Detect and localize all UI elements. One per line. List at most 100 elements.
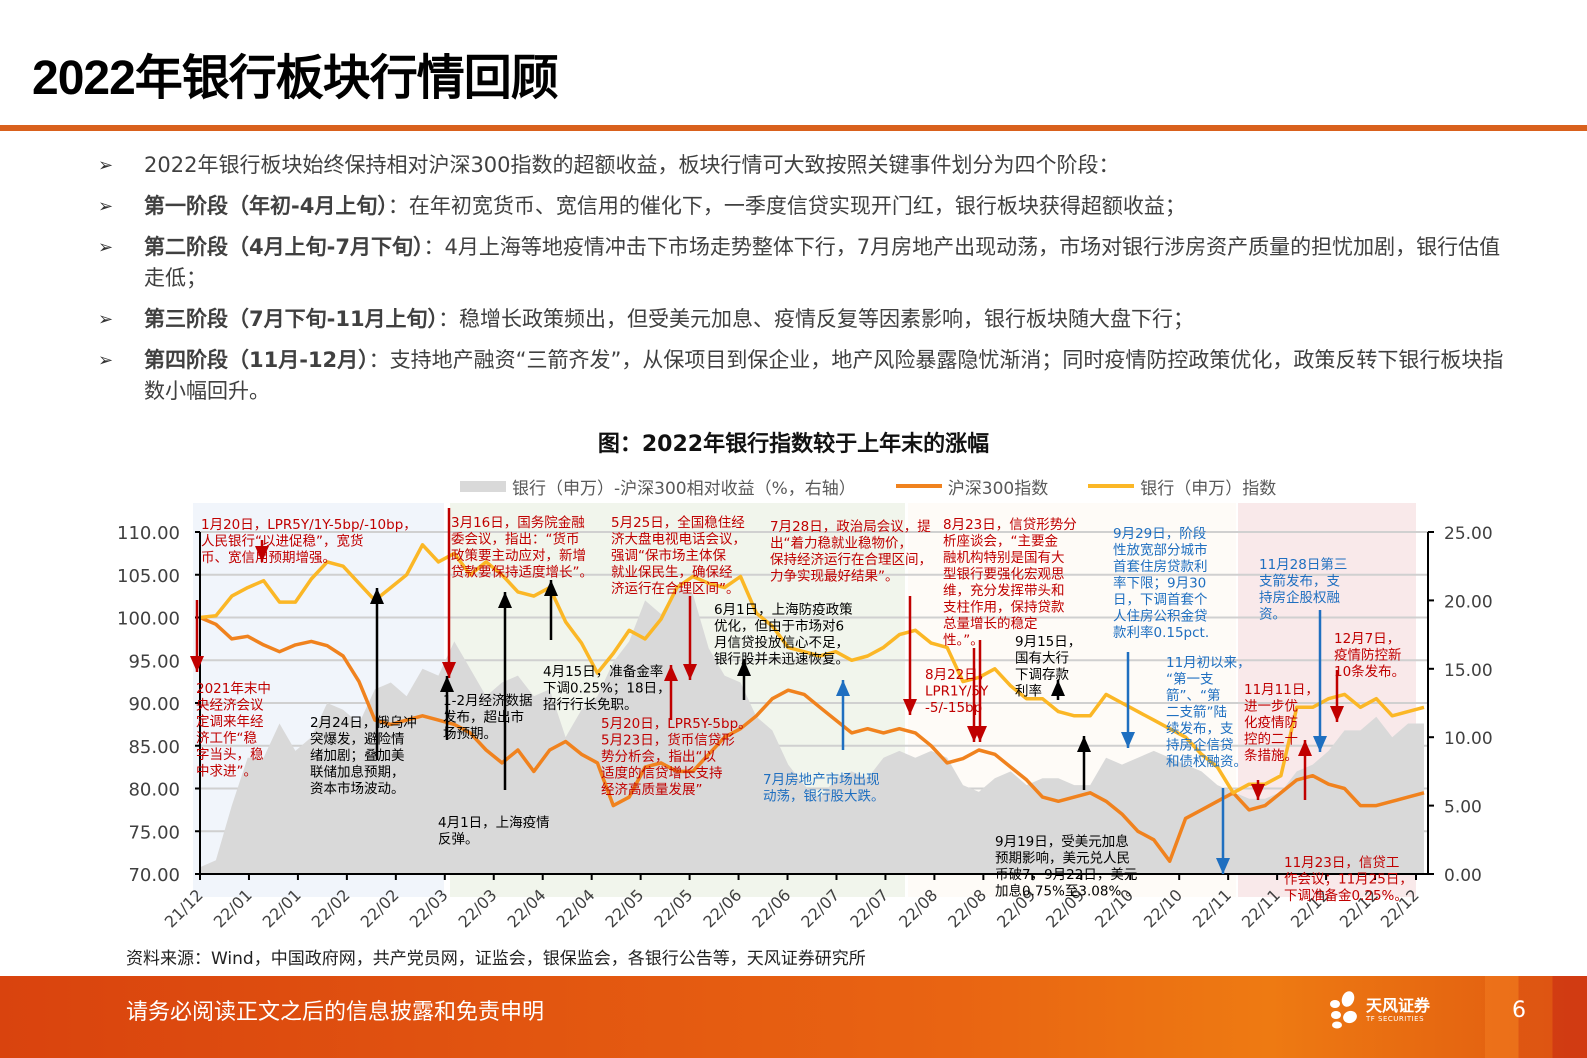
- y-left-tick-label: 90.00: [128, 694, 180, 715]
- svg-text:“第一支: “第一支: [1166, 671, 1214, 688]
- arrow-bullet-icon: ➢: [98, 155, 114, 176]
- svg-text:人民银行“以进促稳”，宽货: 人民银行“以进促稳”，宽货: [201, 533, 364, 550]
- svg-text:8月23日，信贷形势分: 8月23日，信贷形势分: [943, 517, 1077, 533]
- svg-text:4月1日，上海疫情: 4月1日，上海疫情: [438, 815, 550, 831]
- event-arrow-icon: [1298, 740, 1312, 756]
- svg-text:12月7日，: 12月7日，: [1334, 631, 1400, 647]
- svg-text:4月15日，准备金率: 4月15日，准备金率: [543, 663, 663, 680]
- svg-text:-5/-15bp: -5/-15bp: [925, 700, 982, 716]
- svg-text:利率: 利率: [1015, 683, 1042, 700]
- svg-text:适度的信贷增长支持: 适度的信贷增长支持: [601, 766, 723, 782]
- svg-text:性。”。: 性。”。: [943, 633, 984, 649]
- svg-text:突爆发，避险情: 突爆发，避险情: [310, 732, 405, 748]
- event-arrow-icon: [683, 664, 697, 680]
- svg-text:保持经济运行在合理区间，: 保持经济运行在合理区间，: [770, 552, 932, 568]
- svg-text:总量增长的稳定: 总量增长的稳定: [943, 616, 1038, 632]
- y-left-tick-label: 85.00: [128, 737, 180, 758]
- svg-text:二支箭”陆: 二支箭”陆: [1166, 704, 1227, 721]
- event-annotation: 7月28日，政治局会议，提出“着力稳就业稳物价，保持经济运行在合理区间，力争实现…: [770, 519, 932, 585]
- svg-text:出“着力稳就业稳物价，: 出“着力稳就业稳物价，: [770, 535, 912, 552]
- y-right-tick-label: 25.00: [1444, 524, 1493, 544]
- y-left-tick-label: 105.00: [117, 566, 180, 587]
- svg-text:经济高质量发展”: 经济高质量发展”: [601, 781, 703, 798]
- svg-text:人住房公积金贷: 人住房公积金贷: [1113, 609, 1208, 625]
- event-arrow-icon: [737, 660, 751, 676]
- svg-text:月信贷投放信心不足，: 月信贷投放信心不足，: [714, 635, 849, 651]
- svg-text:10条发布。: 10条发布。: [1334, 663, 1405, 680]
- legend-swatch-line-icon: [1088, 484, 1135, 488]
- svg-text:济工作“稳: 济工作“稳: [196, 731, 257, 747]
- event-arrow-icon: [544, 580, 558, 596]
- event-arrow-icon: [836, 680, 850, 696]
- brand-name: 天风证券: [1366, 996, 1431, 1015]
- svg-text:就业保民生，确保经: 就业保民生，确保经: [611, 565, 733, 581]
- svg-text:融机构特别是国有大: 融机构特别是国有大: [943, 550, 1065, 566]
- y-left-tick-label: 95.00: [128, 651, 180, 672]
- legend-swatch-line-icon: [895, 484, 942, 488]
- svg-text:资。: 资。: [1259, 607, 1286, 623]
- svg-text:国有大行: 国有大行: [1015, 651, 1069, 667]
- svg-text:5月23日，货币信贷形: 5月23日，货币信贷形: [601, 732, 735, 749]
- arrow-bullet-icon: ➢: [98, 309, 114, 330]
- svg-text:首套住房贷款利: 首套住房贷款利: [1113, 559, 1208, 575]
- svg-text:9月29日，阶段: 9月29日，阶段: [1113, 526, 1206, 542]
- y-right-tick-label: 15.00: [1444, 661, 1493, 681]
- svg-text:强调“保市场主体保: 强调“保市场主体保: [611, 547, 726, 564]
- bullet-text: ：支持地产融资“三箭齐发”，从保项目到保企业，地产风险暴露隐忧渐消；同时疫情防控…: [144, 348, 1504, 403]
- svg-text:性放宽部分城市: 性放宽部分城市: [1113, 542, 1208, 559]
- event-annotation: 8月23日，信贷形势分析座谈会，“主要金融机构特别是国有大型银行要强化宏观思维，…: [943, 517, 1077, 649]
- event-arrow-icon: [664, 665, 678, 681]
- event-annotation: 9月29日，阶段性放宽部分城市首套住房贷款利率下限；9月30日，下调首套个人住房…: [1113, 526, 1209, 641]
- svg-text:和债权融资。: 和债权融资。: [1166, 753, 1247, 770]
- svg-text:场预期。: 场预期。: [443, 726, 497, 742]
- svg-text:5月25日，全国稳住经: 5月25日，全国稳住经: [611, 514, 745, 531]
- bullet-text: ：在年初宽货币、宽信用的催化下，一季度信贷实现开门红，银行板块获得超额收益；: [387, 194, 1186, 218]
- event-arrow-icon: [442, 662, 456, 678]
- y-left-tick-label: 110.00: [117, 523, 180, 544]
- svg-text:7月28日，政治局会议，提: 7月28日，政治局会议，提: [770, 519, 931, 535]
- chart-plot: 70.00 75.00 80.00 85.00 90.00 95.00 100.00 105.…: [117, 503, 1493, 931]
- svg-text:11月28日第三: 11月28日第三: [1259, 556, 1347, 573]
- svg-text:维，充分发挥带头和: 维，充分发挥带头和: [943, 583, 1065, 599]
- event-annotation: 5月25日，全国稳住经济大盘电视电话会议，强调“保市场主体保就业保民生，确保经济…: [611, 514, 746, 597]
- svg-text:定调来年经: 定调来年经: [196, 714, 264, 730]
- legend-item-bank: 银行（申万）指数: [1088, 474, 1276, 499]
- svg-text:续发布，支: 续发布，支: [1166, 721, 1234, 737]
- bullet-phase-3: ➢ 第三阶段（7月下旬-11月上旬）：稳增长政策频出，但受美元加息、疫情反复等因素…: [98, 304, 1518, 335]
- event-arrow-icon: [1216, 858, 1230, 874]
- svg-text:款利率0.15pct.: 款利率0.15pct.: [1113, 624, 1209, 641]
- bullet-text: ：稳增长政策频出，但受美元加息、疫情反复等因素影响，银行板块随大盘下行；: [438, 307, 1195, 331]
- disclaimer-text: 请务必阅读正文之后的信息披露和免责申明: [126, 1000, 545, 1025]
- arrow-bullet-icon: ➢: [98, 237, 114, 258]
- bullet-heading: 第一阶段（年初-4月上旬）: [144, 194, 388, 218]
- event-arrow-icon: [1051, 680, 1065, 696]
- svg-text:析座谈会，“主要金: 析座谈会，“主要金: [943, 534, 1058, 550]
- event-arrow-icon: [903, 699, 917, 715]
- y-left-tick-label: 75.00: [128, 822, 180, 843]
- svg-text:绪加剧；叠加美: 绪加剧；叠加美: [310, 748, 405, 764]
- svg-text:贷款要保持适度增长”。: 贷款要保持适度增长”。: [451, 565, 593, 581]
- bullet-list: ➢ 2022年银行板块始终保持相对沪深300指数的超额收益，板块行情可大致按照关键…: [98, 150, 1518, 417]
- svg-text:加息0.75%至3.08% 。: 加息0.75%至3.08% 。: [995, 883, 1139, 900]
- flower-logo-icon: [1330, 991, 1357, 1029]
- event-arrow-icon: [498, 592, 512, 608]
- bullet-phase-1: ➢ 第一阶段（年初-4月上旬）：在年初宽货币、宽信用的催化下，一季度信贷实现开门红…: [98, 191, 1518, 222]
- svg-text:预期影响，美元兑人民: 预期影响，美元兑人民: [995, 851, 1130, 867]
- svg-text:5月20日，LPR5Y-5bp。: 5月20日，LPR5Y-5bp。: [601, 716, 752, 732]
- event-arrow-icon: [1077, 736, 1091, 752]
- svg-text:币、宽信用预期增强。: 币、宽信用预期增强。: [201, 549, 336, 566]
- svg-text:条措施。: 条措施。: [1244, 747, 1298, 764]
- svg-text:银行股并未迅速恢复。: 银行股并未迅速恢复。: [714, 651, 849, 668]
- page-title: 2022年银行板块行情回顾: [32, 52, 559, 105]
- svg-text:字当头，稳: 字当头，稳: [196, 747, 264, 763]
- svg-text:11月23日，信贷工: 11月23日，信贷工: [1284, 855, 1399, 871]
- source-note: 资料来源：Wind，中国政府网，共产党员网，证监会，银保监会，各银行公告等，天风…: [126, 949, 866, 969]
- svg-text:招行行长免职。: 招行行长免职。: [543, 697, 638, 713]
- svg-text:持房企股权融: 持房企股权融: [1259, 589, 1340, 606]
